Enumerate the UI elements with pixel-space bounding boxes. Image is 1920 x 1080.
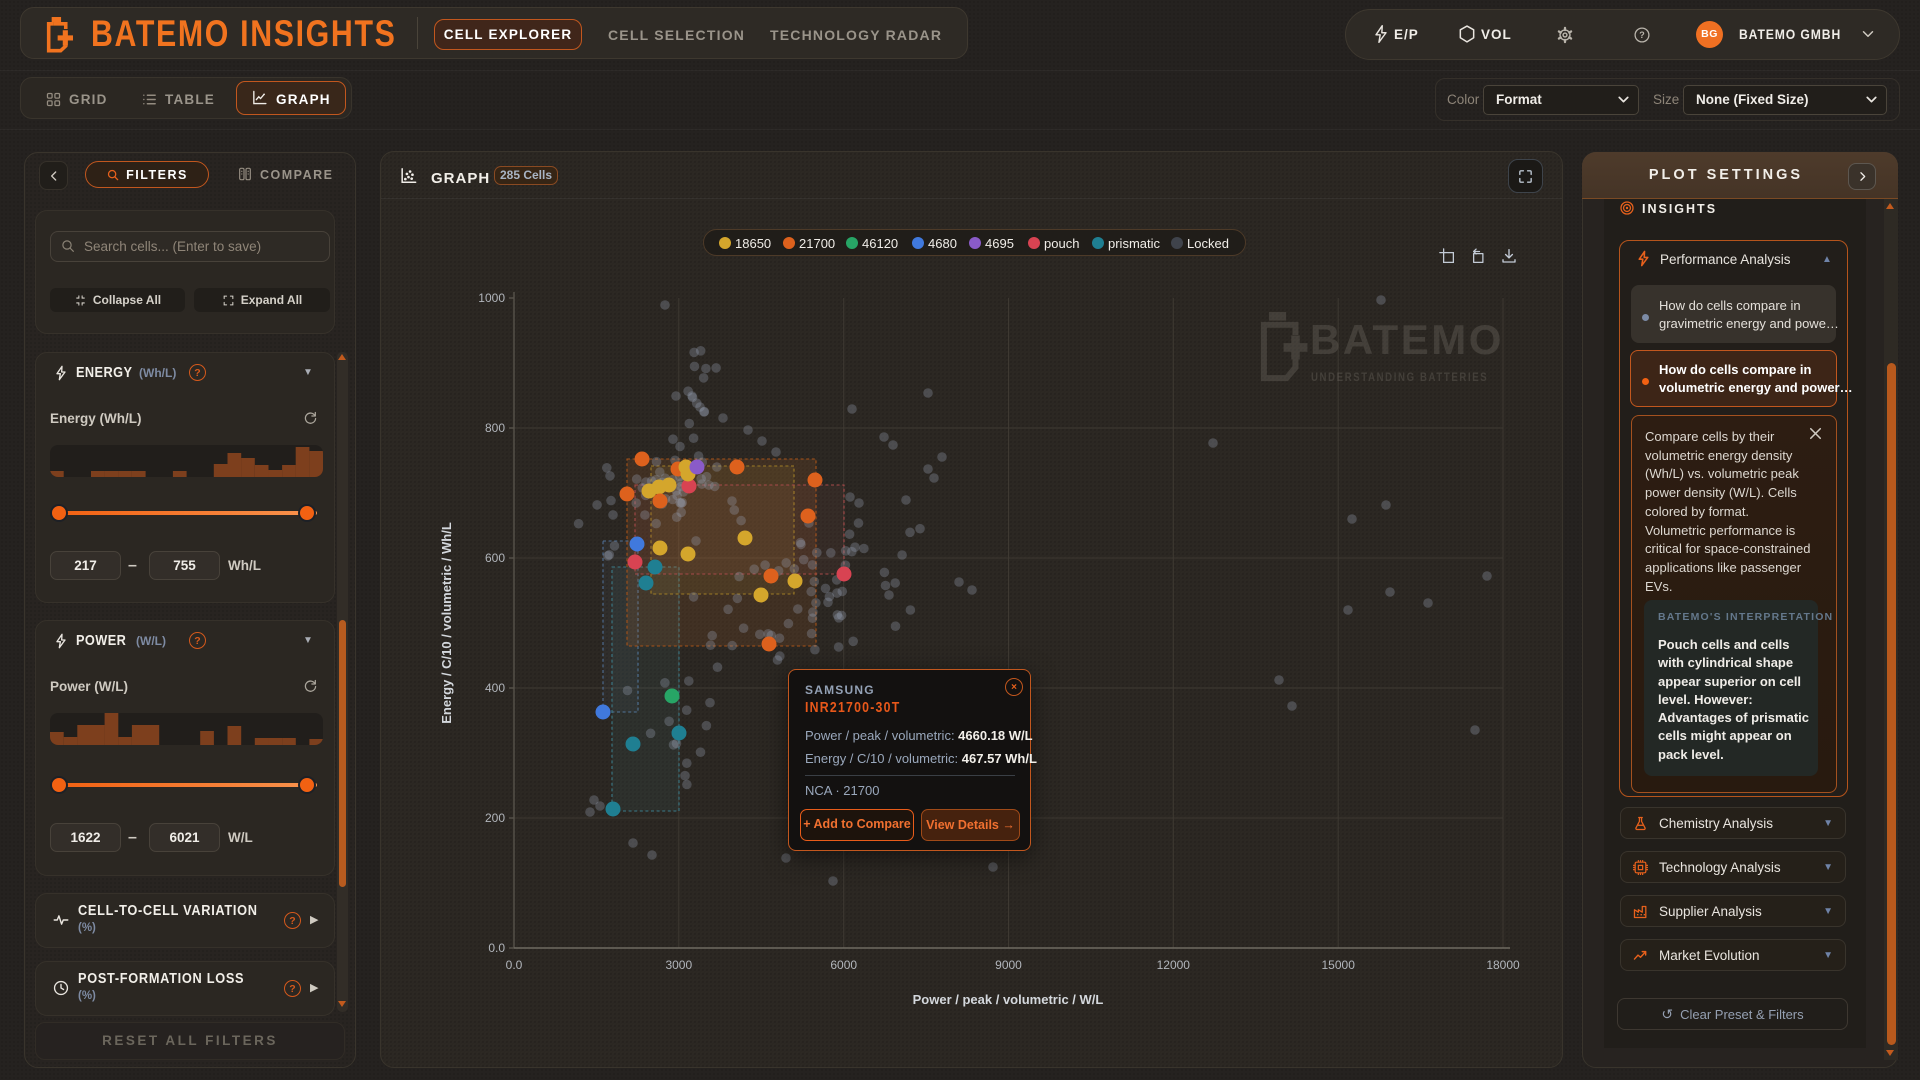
svg-text:600: 600: [485, 551, 505, 565]
svg-text:UNDERSTANDING BATTERIES: UNDERSTANDING BATTERIES: [1311, 371, 1488, 384]
svg-text:200: 200: [485, 811, 505, 825]
svg-text:18000: 18000: [1486, 958, 1520, 972]
svg-text:0.0: 0.0: [506, 958, 523, 972]
svg-text:3000: 3000: [665, 958, 692, 972]
svg-text:9000: 9000: [995, 958, 1022, 972]
svg-text:1000: 1000: [478, 291, 505, 305]
svg-text:12000: 12000: [1157, 958, 1191, 972]
svg-text:Energy / C/10 / volumetric / W: Energy / C/10 / volumetric / Wh/L: [439, 522, 454, 724]
svg-text:?: ?: [1639, 30, 1645, 40]
svg-text:Power / peak / volumetric / W/: Power / peak / volumetric / W/L: [913, 992, 1104, 1007]
svg-text:6000: 6000: [830, 958, 857, 972]
svg-text:BATEMO: BATEMO: [1310, 316, 1504, 363]
svg-text:15000: 15000: [1322, 958, 1356, 972]
svg-text:800: 800: [485, 421, 505, 435]
svg-text:400: 400: [485, 681, 505, 695]
svg-text:0.0: 0.0: [488, 941, 505, 955]
